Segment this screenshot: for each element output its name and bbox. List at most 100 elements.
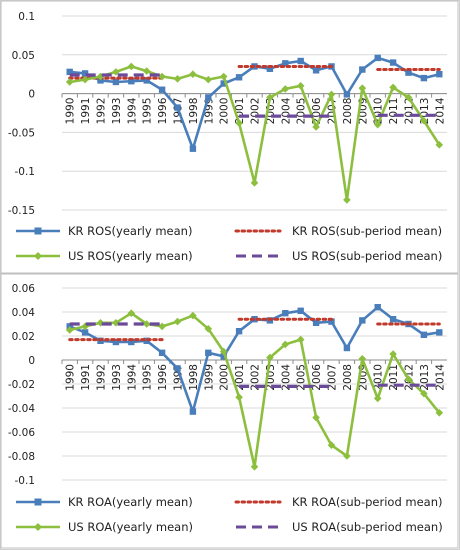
y-tick-label: -0.1 [15, 475, 36, 487]
x-tick-label: 2005 [296, 364, 308, 391]
x-tick-label: 2007 [327, 364, 339, 391]
data-point [358, 84, 367, 92]
data-point [128, 77, 135, 85]
data-point [266, 353, 274, 362]
data-point [158, 349, 166, 356]
data-point [65, 78, 74, 86]
y-tick-label: 0.06 [12, 283, 36, 295]
data-point [112, 78, 120, 86]
data-point [281, 340, 290, 349]
x-tick-label: 2002 [250, 364, 262, 391]
data-point [312, 67, 320, 74]
data-point [189, 70, 197, 78]
legend-item: US ROS(sub-period mean) [236, 249, 442, 263]
data-point [173, 75, 182, 83]
x-tick-label: 2014 [434, 97, 446, 124]
legend-label: KR ROA(yearly mean) [68, 495, 193, 509]
data-point [189, 145, 197, 152]
x-tick-label: 1992 [96, 98, 108, 125]
x-tick-label: 1998 [188, 364, 200, 391]
chart-panel-2: -0.1 -0.08 -0.06 -0.04 -0.02 0 0.02 0.04 0.06 199… [0, 273, 459, 549]
data-point [343, 452, 351, 460]
data-point [436, 71, 443, 78]
data-point [204, 75, 213, 84]
legend-label: KR ROA(sub-period mean) [292, 495, 443, 509]
data-point [235, 393, 243, 401]
data-point [189, 408, 197, 415]
data-point [358, 355, 367, 363]
x-tick-label: 1993 [111, 98, 123, 125]
x-tick-label: 1994 [126, 97, 138, 124]
data-point [327, 90, 336, 99]
y-tick-label: -0.1 [15, 166, 36, 178]
data-point [436, 329, 443, 336]
data-point [96, 319, 105, 327]
data-point [127, 62, 136, 71]
data-point [142, 67, 151, 75]
data-point [189, 311, 197, 320]
data-point [81, 75, 89, 84]
x-tick-label: 1998 [188, 98, 200, 125]
data-point [373, 394, 382, 403]
data-point [296, 82, 305, 90]
data-point [235, 328, 243, 335]
data-point [97, 77, 104, 84]
data-point [282, 60, 289, 67]
data-point [219, 347, 228, 356]
data-point [282, 310, 289, 317]
data-point [158, 322, 166, 331]
data-point [158, 86, 166, 93]
data-point [312, 413, 320, 422]
chart-border [0, 273, 459, 549]
data-point [143, 77, 150, 84]
data-point [173, 317, 182, 326]
x-tick-label: 2011 [388, 98, 400, 125]
data-point [81, 70, 89, 77]
data-point [220, 80, 227, 87]
x-tick-label: 2000 [219, 98, 231, 125]
data-point [405, 69, 412, 76]
data-point [142, 320, 151, 328]
x-tick-label: 2004 [280, 364, 292, 391]
legend-item: US ROA(yearly mean) [16, 520, 193, 534]
legend-label: US ROA(yearly mean) [68, 520, 193, 534]
y-tick-label: -0.04 [8, 403, 35, 415]
data-point [65, 326, 74, 334]
data-point [404, 93, 413, 102]
data-point [374, 54, 381, 62]
y-tick-label: 0.05 [12, 50, 35, 62]
x-tick-label: 1991 [80, 364, 92, 391]
data-point [235, 119, 243, 127]
data-point [112, 319, 120, 327]
data-point [297, 57, 304, 65]
data-point [312, 319, 320, 326]
data-point [81, 329, 89, 336]
x-tick-label: 2012 [404, 98, 416, 125]
data-point [420, 116, 428, 125]
data-point [235, 74, 243, 81]
data-point [389, 59, 397, 66]
data-point [250, 179, 259, 187]
x-tick-label: 1996 [157, 97, 169, 124]
data-point [266, 65, 274, 72]
data-point [389, 350, 397, 358]
y-tick-label: -0.06 [8, 427, 35, 439]
data-point [143, 337, 150, 344]
data-point [66, 68, 73, 76]
x-tick-label: 2004 [280, 97, 292, 124]
data-point [359, 66, 366, 73]
y-tick-label: 0 [28, 355, 35, 367]
x-tick-label: 1996 [157, 364, 169, 391]
data-point [158, 72, 166, 81]
data-point [281, 85, 290, 93]
data-point [205, 349, 212, 356]
data-point [359, 317, 366, 324]
data-point [266, 93, 274, 102]
x-tick-label: 2008 [342, 98, 354, 125]
data-point [374, 304, 381, 311]
data-point [174, 104, 181, 111]
legend-item: KR ROS(yearly mean) [16, 224, 192, 238]
data-point [435, 409, 444, 417]
data-point [220, 353, 227, 360]
